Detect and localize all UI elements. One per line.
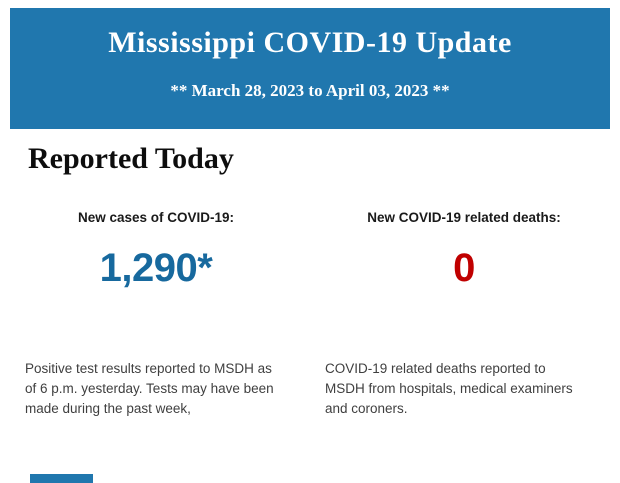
stat-new-cases: New cases of COVID-19: 1,290* — [16, 210, 296, 290]
date-range-subtitle: ** March 28, 2023 to April 03, 2023 ** — [170, 81, 450, 100]
new-deaths-description: COVID-19 related deaths reported to MSDH… — [325, 360, 573, 416]
header-banner: Mississippi COVID-19 Update ** March 28,… — [10, 8, 610, 129]
page-title: Mississippi COVID-19 Update — [108, 26, 512, 59]
new-deaths-label: New COVID-19 related deaths: — [367, 210, 561, 225]
new-cases-label: New cases of COVID-19: — [77, 210, 235, 225]
section-heading-reported-today: Reported Today — [28, 142, 234, 175]
next-section-banner-sliver — [30, 474, 93, 483]
new-deaths-value: 0 — [453, 246, 475, 290]
stat-new-deaths: New COVID-19 related deaths: 0 — [324, 210, 604, 290]
new-cases-description: Positive test results reported to MSDH a… — [25, 360, 274, 416]
new-cases-value: 1,290* — [99, 246, 213, 290]
